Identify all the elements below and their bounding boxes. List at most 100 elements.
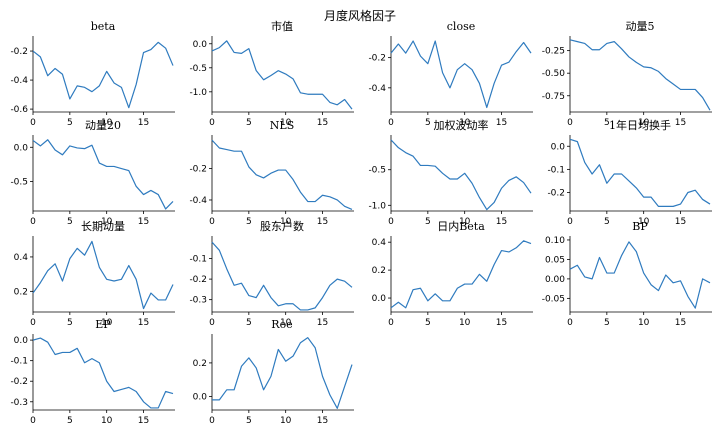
y-tick-label: 0.4 — [372, 238, 387, 248]
x-tick-label: 10 — [101, 416, 113, 426]
x-tick-label: 0 — [388, 318, 394, 328]
x-tick-label: 15 — [138, 416, 149, 426]
x-tick-label: 10 — [101, 318, 113, 328]
series-line — [569, 39, 711, 111]
y-tick-label: -0.75 — [542, 92, 565, 102]
x-tick-label: 10 — [280, 118, 292, 128]
subplot-3: 动量5 -0.75 -0.50 -0.25 0 5 10 15 — [542, 20, 712, 128]
x-tick-label: 5 — [425, 217, 431, 227]
x-tick-label: 15 — [138, 217, 149, 227]
subplot-1: 市值 -1.0 -0.5 0.0 0 5 10 15 — [189, 19, 354, 128]
x-tick-label: 5 — [67, 217, 73, 227]
series-line — [211, 40, 353, 110]
x-tick-label: 15 — [317, 118, 328, 128]
y-tick-label: 0.4 — [14, 253, 29, 263]
subplot-title: close — [447, 20, 475, 33]
subplot-title: BP — [632, 220, 648, 233]
y-tick-label: -0.1 — [10, 357, 28, 367]
y-tick-label: -0.2 — [189, 164, 207, 174]
x-tick-label: 15 — [317, 217, 328, 227]
x-tick-label: 0 — [209, 318, 215, 328]
y-tick-label: -0.3 — [10, 398, 28, 408]
series-line — [211, 241, 353, 311]
y-tick-label: -0.2 — [547, 189, 565, 199]
x-tick-label: 10 — [638, 217, 650, 227]
subplot-title: 市值 — [271, 19, 293, 33]
x-tick-label: 0 — [567, 118, 573, 128]
x-tick-label: 15 — [496, 318, 507, 328]
x-tick-label: 0 — [388, 118, 394, 128]
series-line — [569, 138, 711, 207]
x-tick-label: 5 — [67, 416, 73, 426]
y-tick-label: 0.10 — [545, 236, 565, 246]
subplot-9: 股东户数 -0.3 -0.2 -0.1 0 5 10 15 — [189, 219, 354, 328]
series-line — [569, 241, 711, 309]
subplot-4: 动量20 -0.5 0.0 0 5 10 15 — [10, 119, 175, 227]
subplot-8: 长期动量 0.2 0.4 0 5 10 15 — [14, 220, 175, 328]
subplot-title: EP — [95, 318, 111, 331]
subplot-title: NLS — [270, 119, 294, 132]
x-tick-label: 10 — [459, 318, 471, 328]
subplot-title: 动量20 — [85, 119, 121, 132]
y-tick-label: -0.25 — [542, 47, 565, 57]
series-line — [211, 139, 353, 210]
subplot-title: 1年日均换手 — [609, 118, 671, 132]
x-tick-label: 10 — [459, 217, 471, 227]
x-tick-label: 10 — [638, 118, 650, 128]
subplot-2: close -0.4 -0.2 0 5 10 15 — [368, 20, 533, 128]
x-tick-label: 0 — [388, 217, 394, 227]
x-tick-label: 15 — [496, 118, 507, 128]
x-tick-label: 15 — [675, 217, 686, 227]
x-tick-label: 5 — [246, 217, 252, 227]
y-tick-label: -0.4 — [368, 84, 386, 94]
x-tick-label: 5 — [67, 118, 73, 128]
y-tick-label: -0.3 — [189, 296, 207, 306]
y-tick-label: -0.5 — [368, 166, 386, 176]
x-tick-label: 0 — [30, 118, 36, 128]
x-tick-label: 5 — [604, 217, 610, 227]
x-tick-label: 5 — [67, 318, 73, 328]
x-tick-label: 10 — [101, 217, 113, 227]
x-tick-label: 15 — [675, 118, 686, 128]
x-tick-label: 0 — [209, 118, 215, 128]
y-tick-label: 0.0 — [551, 142, 566, 152]
x-tick-label: 15 — [317, 318, 328, 328]
x-tick-label: 15 — [675, 318, 686, 328]
y-tick-label: -0.4 — [189, 196, 207, 206]
y-tick-label: -0.50 — [542, 69, 566, 79]
x-tick-label: 5 — [246, 118, 252, 128]
x-tick-label: 0 — [209, 416, 215, 426]
x-tick-label: 10 — [280, 318, 292, 328]
subplot-12: EP-0.3-0.2-0.10.00 5 10 15 — [10, 318, 175, 426]
series-line — [390, 139, 532, 211]
x-tick-label: 10 — [638, 318, 650, 328]
x-tick-label: 0 — [209, 217, 215, 227]
y-tick-label: -0.2 — [368, 54, 386, 64]
x-tick-label: 0 — [567, 318, 573, 328]
series-line — [32, 240, 174, 310]
y-tick-label: 0.05 — [545, 255, 565, 265]
y-tick-label: 0.0 — [193, 40, 208, 50]
subplot-10: 日内Beta 0.0 0.2 0.4 0 5 10 15 — [372, 219, 533, 328]
x-tick-label: 10 — [459, 118, 471, 128]
y-tick-label: 0.0 — [14, 336, 29, 346]
subplot-11: BP-0.050.000.050.100 5 10 15 — [542, 220, 712, 328]
x-tick-label: 15 — [138, 318, 149, 328]
x-tick-label: 5 — [246, 318, 252, 328]
subplot-13: Roe 0.0 0.2 0 5 10 15 — [193, 318, 354, 426]
x-tick-label: 0 — [30, 217, 36, 227]
series-line — [390, 240, 532, 309]
figure-title: 月度风格因子 — [323, 9, 396, 23]
series-line — [390, 40, 532, 109]
y-tick-label: 0.0 — [372, 294, 387, 304]
y-tick-label: 0.2 — [14, 287, 28, 297]
x-tick-label: 0 — [30, 416, 36, 426]
x-tick-label: 10 — [280, 416, 292, 426]
x-tick-label: 0 — [567, 217, 573, 227]
y-tick-label: -0.5 — [189, 64, 207, 74]
subplot-5: NLS -0.4 -0.2 0 5 10 15 — [189, 119, 354, 227]
subplot-title: Roe — [271, 318, 292, 331]
x-tick-label: 5 — [425, 318, 431, 328]
